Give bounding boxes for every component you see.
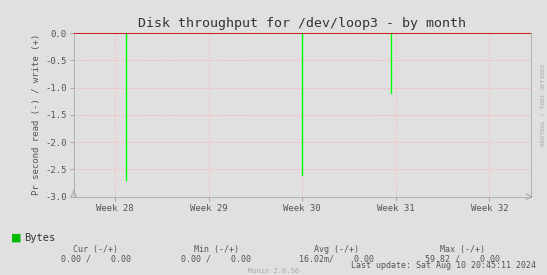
Text: Avg (-/+): Avg (-/+) xyxy=(314,245,359,254)
Text: Bytes: Bytes xyxy=(25,233,56,243)
Title: Disk throughput for /dev/loop3 - by month: Disk throughput for /dev/loop3 - by mont… xyxy=(138,17,466,31)
Text: Max (-/+): Max (-/+) xyxy=(440,245,485,254)
Text: 59.82 /    0.00: 59.82 / 0.00 xyxy=(424,254,500,263)
Text: RRDTOOL / TOBI OETIKER: RRDTOOL / TOBI OETIKER xyxy=(541,63,546,146)
Text: ■: ■ xyxy=(11,233,21,243)
Text: 0.00 /    0.00: 0.00 / 0.00 xyxy=(181,254,251,263)
Text: Min (-/+): Min (-/+) xyxy=(194,245,238,254)
Text: Cur (-/+): Cur (-/+) xyxy=(73,245,118,254)
Text: 0.00 /    0.00: 0.00 / 0.00 xyxy=(61,254,131,263)
Text: Last update: Sat Aug 10 20:45:11 2024: Last update: Sat Aug 10 20:45:11 2024 xyxy=(351,261,536,270)
Text: Munin 2.0.56: Munin 2.0.56 xyxy=(248,268,299,274)
Y-axis label: Pr second read (-) / write (+): Pr second read (-) / write (+) xyxy=(32,34,41,196)
Text: 16.02m/    0.00: 16.02m/ 0.00 xyxy=(299,254,374,263)
